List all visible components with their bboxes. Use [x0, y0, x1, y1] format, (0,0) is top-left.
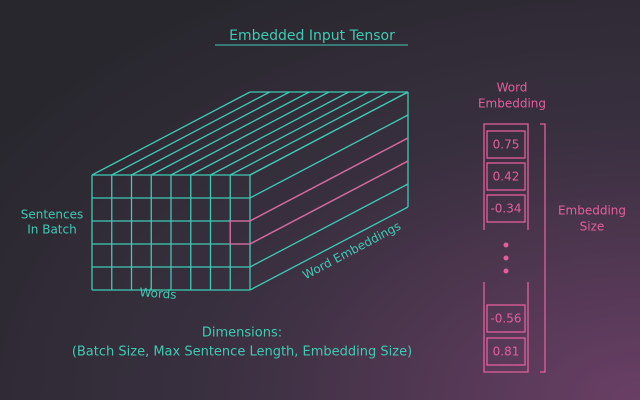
tensor-line	[249, 114, 409, 199]
tensor-line	[249, 183, 409, 268]
dot	[503, 242, 509, 248]
cell	[486, 194, 526, 223]
tensor-line	[190, 91, 350, 176]
bracket	[540, 123, 546, 373]
tensor-line	[170, 91, 330, 176]
tensor-line	[131, 91, 290, 176]
tensor-line	[249, 91, 409, 176]
tensor-line	[210, 91, 369, 176]
cell-value: 0.81	[493, 345, 520, 359]
size-label: Embedding	[558, 204, 626, 218]
words-label: Words	[139, 285, 177, 302]
cell-value: -0.34	[490, 202, 521, 216]
cell	[486, 162, 526, 191]
tensor-line	[249, 137, 409, 222]
dot	[503, 255, 509, 261]
embedding-title: Embedding	[478, 97, 546, 111]
cell	[486, 337, 526, 366]
tensor-line	[229, 91, 389, 176]
cell-value: 0.42	[493, 170, 520, 184]
ellipsis	[503, 242, 509, 274]
tensor-line	[111, 91, 271, 176]
cell	[486, 304, 526, 333]
batch-label: Sentences	[21, 208, 84, 222]
tensor-line	[150, 91, 310, 176]
tensor	[91, 91, 409, 291]
cell	[486, 130, 526, 159]
dot	[503, 268, 509, 274]
tensor-line	[91, 91, 251, 176]
vector-outline	[483, 123, 529, 373]
cell-value: -0.56	[490, 312, 521, 326]
tensor-line	[249, 160, 409, 245]
tensor-line	[249, 206, 409, 291]
embedding-vector	[483, 123, 546, 373]
size-label: Size	[580, 220, 605, 234]
embedding-title: Word	[497, 81, 528, 95]
batch-label: In Batch	[27, 223, 76, 237]
title: Embedded Input Tensor	[229, 28, 395, 44]
dimensions-text: (Batch Size, Max Sentence Length, Embedd…	[72, 345, 412, 360]
cell-value: 0.75	[493, 138, 520, 152]
dimensions-title: Dimensions:	[202, 326, 282, 341]
